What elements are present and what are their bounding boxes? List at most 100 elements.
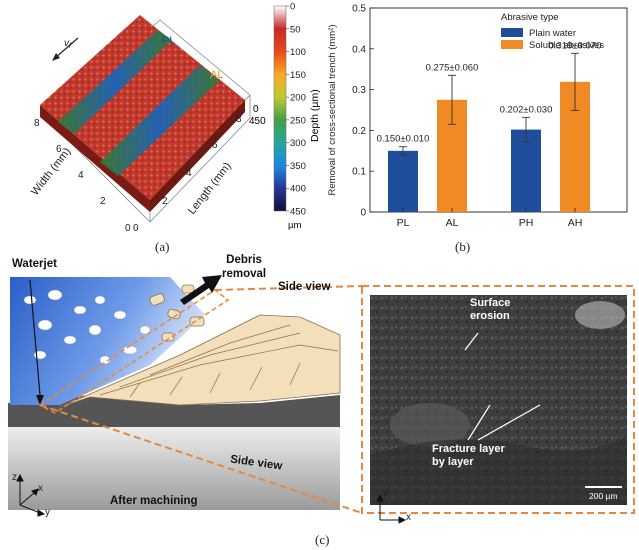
depth-tick-450: 450 xyxy=(249,116,266,127)
feed-velocity-label: vf xyxy=(64,38,72,50)
trench-al xyxy=(100,65,220,176)
colorbar-tick: 100 xyxy=(290,47,306,58)
colorbar-tick: 0 xyxy=(290,2,295,13)
colorbar-tick: 250 xyxy=(290,115,306,126)
side-view-top-label: Side view xyxy=(278,281,331,293)
sem-axis-triad xyxy=(376,493,407,524)
surface-side-left xyxy=(40,105,150,212)
panel-b-label: (b) xyxy=(455,239,471,254)
debris-removal-label: Debris removal xyxy=(222,253,266,281)
left-axis-z: z xyxy=(12,472,17,483)
legend-entry: Plain water xyxy=(529,28,576,39)
callout-line-top xyxy=(214,285,363,291)
fracture-arrow-2 xyxy=(477,404,541,441)
sem-axis-y: y xyxy=(383,488,388,499)
surface-side-right xyxy=(150,100,245,212)
callout-line-bottom xyxy=(39,404,363,514)
fracture-line-1: Fracture layer xyxy=(432,443,505,455)
length-tick: 6 xyxy=(212,140,218,151)
sem-axis-x: x xyxy=(406,512,411,523)
x-tick-label: PL xyxy=(397,217,410,229)
removal-bar-chart: 0 0.1 0.2 0.3 0.4 0.5 Removal of cross-section… xyxy=(327,4,628,229)
colorbar-tick: 200 xyxy=(290,93,306,104)
waterjet-stream xyxy=(10,277,205,405)
layer-lines xyxy=(99,324,339,398)
fracture-label: Fracture layer by layer xyxy=(432,443,505,469)
surface-line-2: erosion xyxy=(470,310,510,322)
debris-line-1: Debris xyxy=(226,254,262,266)
colorbar-tick: 400 xyxy=(290,184,306,195)
y-axis-label: Removal of cross-sectional trench (mm²) xyxy=(327,24,338,195)
depth-tick-0: 0 xyxy=(253,104,259,115)
legend-swatch xyxy=(501,28,523,37)
fracture-arrow-1 xyxy=(467,404,491,441)
depth-colorbar: 0 50 100 150 200 250 300 350 400 450 µm Depth (µm… xyxy=(273,2,321,231)
y-tick-label: 0 xyxy=(360,208,366,219)
plot-frame xyxy=(369,7,628,213)
waterjet-axis xyxy=(29,279,41,396)
waterjet-label: Waterjet xyxy=(12,258,57,270)
fracture-line-2: by layer xyxy=(432,456,474,468)
width-tick: 4 xyxy=(78,170,84,181)
after-machining-label: After machining xyxy=(110,495,198,507)
surface-erosion-label: Surface erosion xyxy=(470,297,510,323)
callout-section xyxy=(38,289,230,414)
waterjet-schematic xyxy=(8,275,635,524)
eroded-surface xyxy=(40,15,245,200)
debris-line-2: removal xyxy=(222,268,267,280)
workpiece-dark-layer xyxy=(8,395,340,427)
width-tick: 6 xyxy=(56,144,62,155)
colorbar-title: Depth (µm) xyxy=(309,89,321,142)
colorbar-tick: 50 xyxy=(290,24,301,35)
y-tick-label: 0.3 xyxy=(352,85,366,96)
feed-direction-arrow xyxy=(54,37,79,59)
length-tick: 0 xyxy=(133,223,139,234)
width-tick: 8 xyxy=(34,118,40,129)
legend-swatch xyxy=(501,40,523,49)
y-tick-label: 0.1 xyxy=(352,167,366,178)
width-tick: 2 xyxy=(100,196,106,207)
al-tag: AL xyxy=(210,69,223,81)
colorbar-tick: 150 xyxy=(290,70,306,81)
surface-3d-plot: vf PL AL 0 2 4 6 8 Width (mm) 0 2 4 6 8 … xyxy=(29,15,266,234)
value-label: 0.202±0.030 xyxy=(500,104,553,115)
width-tick: 0 xyxy=(125,223,131,234)
length-tick: 8 xyxy=(236,114,242,125)
trench-pl xyxy=(58,30,172,134)
y-tick-label: 0.4 xyxy=(352,44,366,55)
x-tick-label: PH xyxy=(519,217,534,229)
length-axis-label: Length (mm) xyxy=(186,160,234,217)
x-tick-label: AL xyxy=(446,217,459,229)
colorbar-tick: 450 xyxy=(290,207,306,218)
scale-bar-label: 200 µm xyxy=(589,491,618,501)
layered-material xyxy=(59,314,341,408)
workpiece-base xyxy=(8,425,340,510)
legend-entry: Soluble abrasives xyxy=(529,40,604,51)
length-tick: 2 xyxy=(162,196,168,207)
value-label: 0.319±0.070 xyxy=(549,40,602,51)
left-axis-x: x xyxy=(38,483,43,494)
bar-ph xyxy=(511,129,541,212)
left-axis-triad xyxy=(16,473,46,517)
panel-a-label: (a) xyxy=(155,239,170,254)
bar-pl xyxy=(388,150,418,212)
legend-title: Abrasive type xyxy=(501,12,559,23)
debris-fragments xyxy=(149,284,205,342)
value-label: 0.150±0.010 xyxy=(377,134,430,145)
colorbar-unit: µm xyxy=(288,220,301,231)
length-tick: 4 xyxy=(186,168,192,179)
panel-c-label: (c) xyxy=(315,532,330,547)
colorbar-tick: 300 xyxy=(290,138,306,149)
colorbar-tick: 350 xyxy=(290,161,306,172)
y-tick-label: 0.5 xyxy=(352,4,366,15)
surface-erosion-arrow xyxy=(464,332,479,351)
width-axis-label: Width (mm) xyxy=(29,146,73,198)
value-label: 0.275±0.060 xyxy=(426,62,479,73)
y-tick-label: 0.2 xyxy=(352,126,366,137)
x-tick-label: AH xyxy=(568,217,583,229)
left-axis-y: y xyxy=(45,507,50,518)
pl-tag: PL xyxy=(162,35,175,47)
surface-line-1: Surface xyxy=(470,297,511,309)
debris-removal-arrow xyxy=(180,275,222,305)
sem-callout-frame xyxy=(361,285,635,514)
